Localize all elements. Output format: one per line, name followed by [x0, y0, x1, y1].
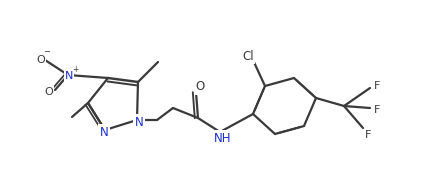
Text: N: N	[99, 126, 108, 139]
Text: Cl: Cl	[242, 49, 253, 62]
Text: N: N	[134, 115, 143, 128]
Text: O: O	[195, 81, 204, 94]
Text: F: F	[373, 105, 379, 115]
Text: NH: NH	[214, 131, 231, 144]
Text: F: F	[373, 81, 379, 91]
Text: +: +	[72, 64, 78, 74]
Text: O: O	[37, 55, 45, 65]
Text: −: −	[43, 48, 50, 56]
Text: F: F	[364, 130, 370, 140]
Text: N: N	[65, 71, 73, 81]
Text: O: O	[45, 87, 53, 97]
